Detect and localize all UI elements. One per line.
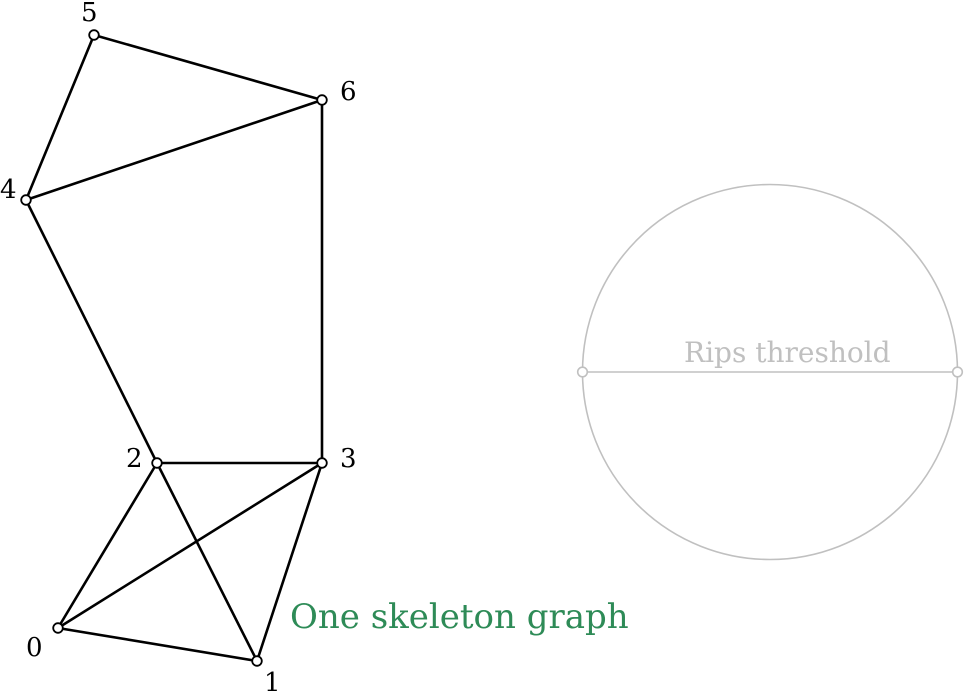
edge-0-1 xyxy=(56,626,259,663)
rips-threshold-illustration: Rips threshold xyxy=(576,183,964,561)
edge-4-5 xyxy=(24,33,96,202)
vertex-2 xyxy=(151,457,163,469)
edge-2-4 xyxy=(24,198,159,465)
edge-0-2 xyxy=(56,461,159,630)
vertex-1 xyxy=(251,655,263,667)
rips-right-point xyxy=(951,366,964,378)
vertex-label-4: 4 xyxy=(0,175,17,205)
rips-left-point xyxy=(576,366,589,378)
vertex-label-3: 3 xyxy=(340,444,357,474)
vertex-labels: 0 1 2 3 4 5 6 xyxy=(0,0,357,694)
edge-1-3 xyxy=(255,461,324,663)
vertex-label-0: 0 xyxy=(26,633,43,663)
rips-threshold-label: Rips threshold xyxy=(684,336,891,369)
vertex-5 xyxy=(88,29,100,41)
vertex-label-1: 1 xyxy=(264,668,281,694)
graph-caption: One skeleton graph xyxy=(290,597,629,637)
vertex-label-5: 5 xyxy=(81,0,98,28)
vertex-3 xyxy=(316,457,328,469)
graph-edges xyxy=(24,33,324,663)
edge-4-6 xyxy=(24,98,324,202)
edge-5-6 xyxy=(92,33,324,102)
edge-0-3 xyxy=(56,461,324,630)
edge-1-2 xyxy=(155,461,259,663)
vertex-label-6: 6 xyxy=(340,77,357,107)
vertex-4 xyxy=(20,194,32,206)
vertex-0 xyxy=(52,622,64,634)
graph-vertices xyxy=(20,29,328,667)
vertex-6 xyxy=(316,94,328,106)
vertex-label-2: 2 xyxy=(126,444,143,474)
